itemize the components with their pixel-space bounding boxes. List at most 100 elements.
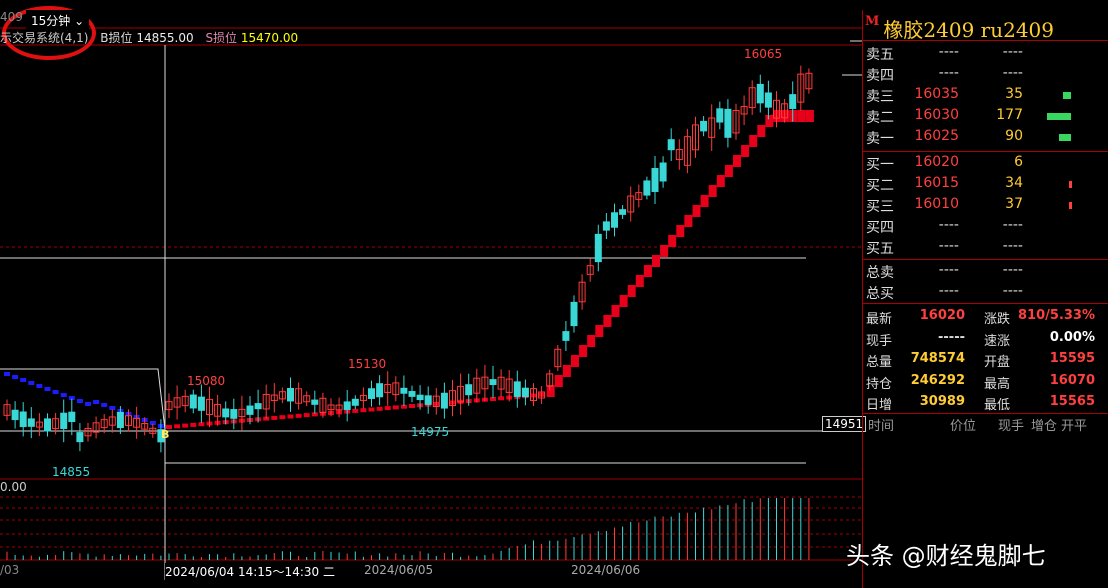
stat-row: 最新 16020 涨跌 810/5.33% [863, 308, 1108, 328]
candle-body [141, 423, 149, 430]
ask-label: 卖一 [866, 131, 894, 147]
candle-body [157, 429, 165, 443]
bid-volume: 6 [1014, 154, 1023, 170]
stop-marker [28, 381, 35, 385]
stop-marker [676, 225, 685, 237]
stop-marker [295, 413, 302, 418]
ask-price: ---- [938, 44, 959, 60]
col-hand[interactable]: 现手 [998, 419, 1025, 434]
candle-body [756, 83, 764, 104]
divider [863, 413, 1108, 414]
bid-volume: 37 [1005, 196, 1023, 212]
candle-body [513, 381, 521, 397]
candle-body [683, 136, 691, 166]
candle-body [238, 408, 246, 418]
total-row: 总买 ---- ---- [863, 283, 1108, 303]
ask-row[interactable]: 卖五 ---- ---- [863, 44, 1108, 64]
stop-marker [271, 415, 278, 420]
label-14975: 14975 [411, 425, 450, 439]
candle-body [222, 408, 230, 418]
stop-marker [692, 205, 701, 217]
candle-body [748, 87, 756, 109]
ask-row[interactable]: 卖一 16025 90 [863, 128, 1108, 148]
bid-row[interactable]: 买一 16020 6 [863, 154, 1108, 174]
stop-marker [789, 110, 798, 122]
candle-body [52, 418, 60, 430]
stop-marker [149, 421, 156, 425]
stop-marker [757, 125, 766, 137]
indicator-name[interactable]: 示交易系统(4,1) [0, 31, 89, 45]
candle-body [781, 103, 789, 119]
stat-value-change: 810/5.33% [1018, 308, 1095, 323]
stat-value-low: 15565 [1049, 394, 1095, 409]
stat-label-speed: 速涨 [984, 333, 1011, 349]
candle-body [408, 391, 416, 397]
candle-body [270, 394, 278, 402]
ask-row[interactable]: 卖四 ---- ---- [863, 65, 1108, 85]
candle-body [481, 376, 489, 390]
col-time[interactable]: 时间 [868, 419, 895, 434]
ask-price: 16030 [914, 107, 959, 123]
bid-price: 16015 [914, 175, 959, 191]
col-open-close[interactable]: 开平 [1061, 419, 1088, 434]
kline-chart[interactable] [0, 0, 862, 588]
candle-body [254, 403, 262, 410]
candle-body [3, 404, 11, 416]
stat-label-open: 开盘 [984, 355, 1011, 370]
ask-row[interactable]: 卖二 16030 177 [863, 107, 1108, 127]
stop-marker [68, 396, 75, 400]
col-oi-change[interactable]: 增仓 [1031, 419, 1058, 434]
candle-body [376, 383, 384, 398]
candle-body [716, 108, 724, 123]
candle-body [19, 411, 27, 428]
candle-body [359, 394, 367, 401]
stat-label-hand: 现手 [866, 333, 893, 349]
period-select[interactable]: 15分钟 ⌄ [26, 10, 90, 31]
tick-table-header: 时间 价位 现手 增仓 开平 [863, 415, 1108, 435]
stat-value-open: 15595 [1049, 351, 1095, 366]
stat-label-change: 涨跌 [984, 312, 1011, 327]
stop-marker [109, 406, 116, 410]
stop-marker [166, 425, 172, 429]
bid-row[interactable]: 买三 16010 37 [863, 196, 1108, 216]
s-stop-value: 15470.00 [240, 31, 299, 45]
ask-price: 16025 [914, 128, 959, 144]
chevron-down-icon: ⌄ [74, 14, 85, 28]
bid-volume: ---- [1002, 238, 1023, 254]
candle-body [295, 388, 303, 404]
stop-marker [595, 325, 604, 337]
col-price[interactable]: 价位 [950, 419, 977, 434]
stop-marker [643, 265, 652, 277]
price-tag: 14951 [822, 416, 867, 432]
bid-row[interactable]: 买二 16015 34 [863, 175, 1108, 195]
bid-volume-bar [1069, 181, 1072, 188]
period-label: 15分钟 [31, 14, 71, 28]
bid-row[interactable]: 买四 ---- ---- [863, 217, 1108, 237]
ask-volume-bar [1047, 113, 1071, 120]
stop-marker [287, 414, 294, 419]
candle-body [578, 281, 586, 303]
stop-marker [554, 375, 563, 387]
candle-body [440, 392, 448, 409]
candle-body [562, 331, 570, 341]
label-peak: 16065 [744, 47, 783, 61]
stop-marker [368, 407, 375, 412]
instrument-code: ru2409 [980, 18, 1054, 42]
stat-value-oi: 246292 [910, 372, 965, 388]
stat-label-latest: 最新 [866, 312, 893, 327]
bid-volume: 34 [1005, 175, 1023, 191]
stop-marker [562, 365, 571, 377]
bid-row[interactable]: 买五 ---- ---- [863, 238, 1108, 258]
candle-body [789, 94, 797, 109]
stop-marker [279, 415, 286, 420]
date-label-3: 2024/06/06 [571, 563, 641, 577]
watermark: 头条 @财经鬼脚七 [846, 542, 1046, 570]
ask-volume: 177 [996, 107, 1023, 123]
stop-marker [587, 335, 596, 347]
ask-volume: ---- [1002, 44, 1023, 60]
total-label: 总卖 [866, 265, 894, 281]
ask-row[interactable]: 卖三 16035 35 [863, 86, 1108, 106]
candle-body [368, 388, 375, 399]
stop-marker [749, 135, 758, 147]
stop-marker [352, 408, 359, 413]
